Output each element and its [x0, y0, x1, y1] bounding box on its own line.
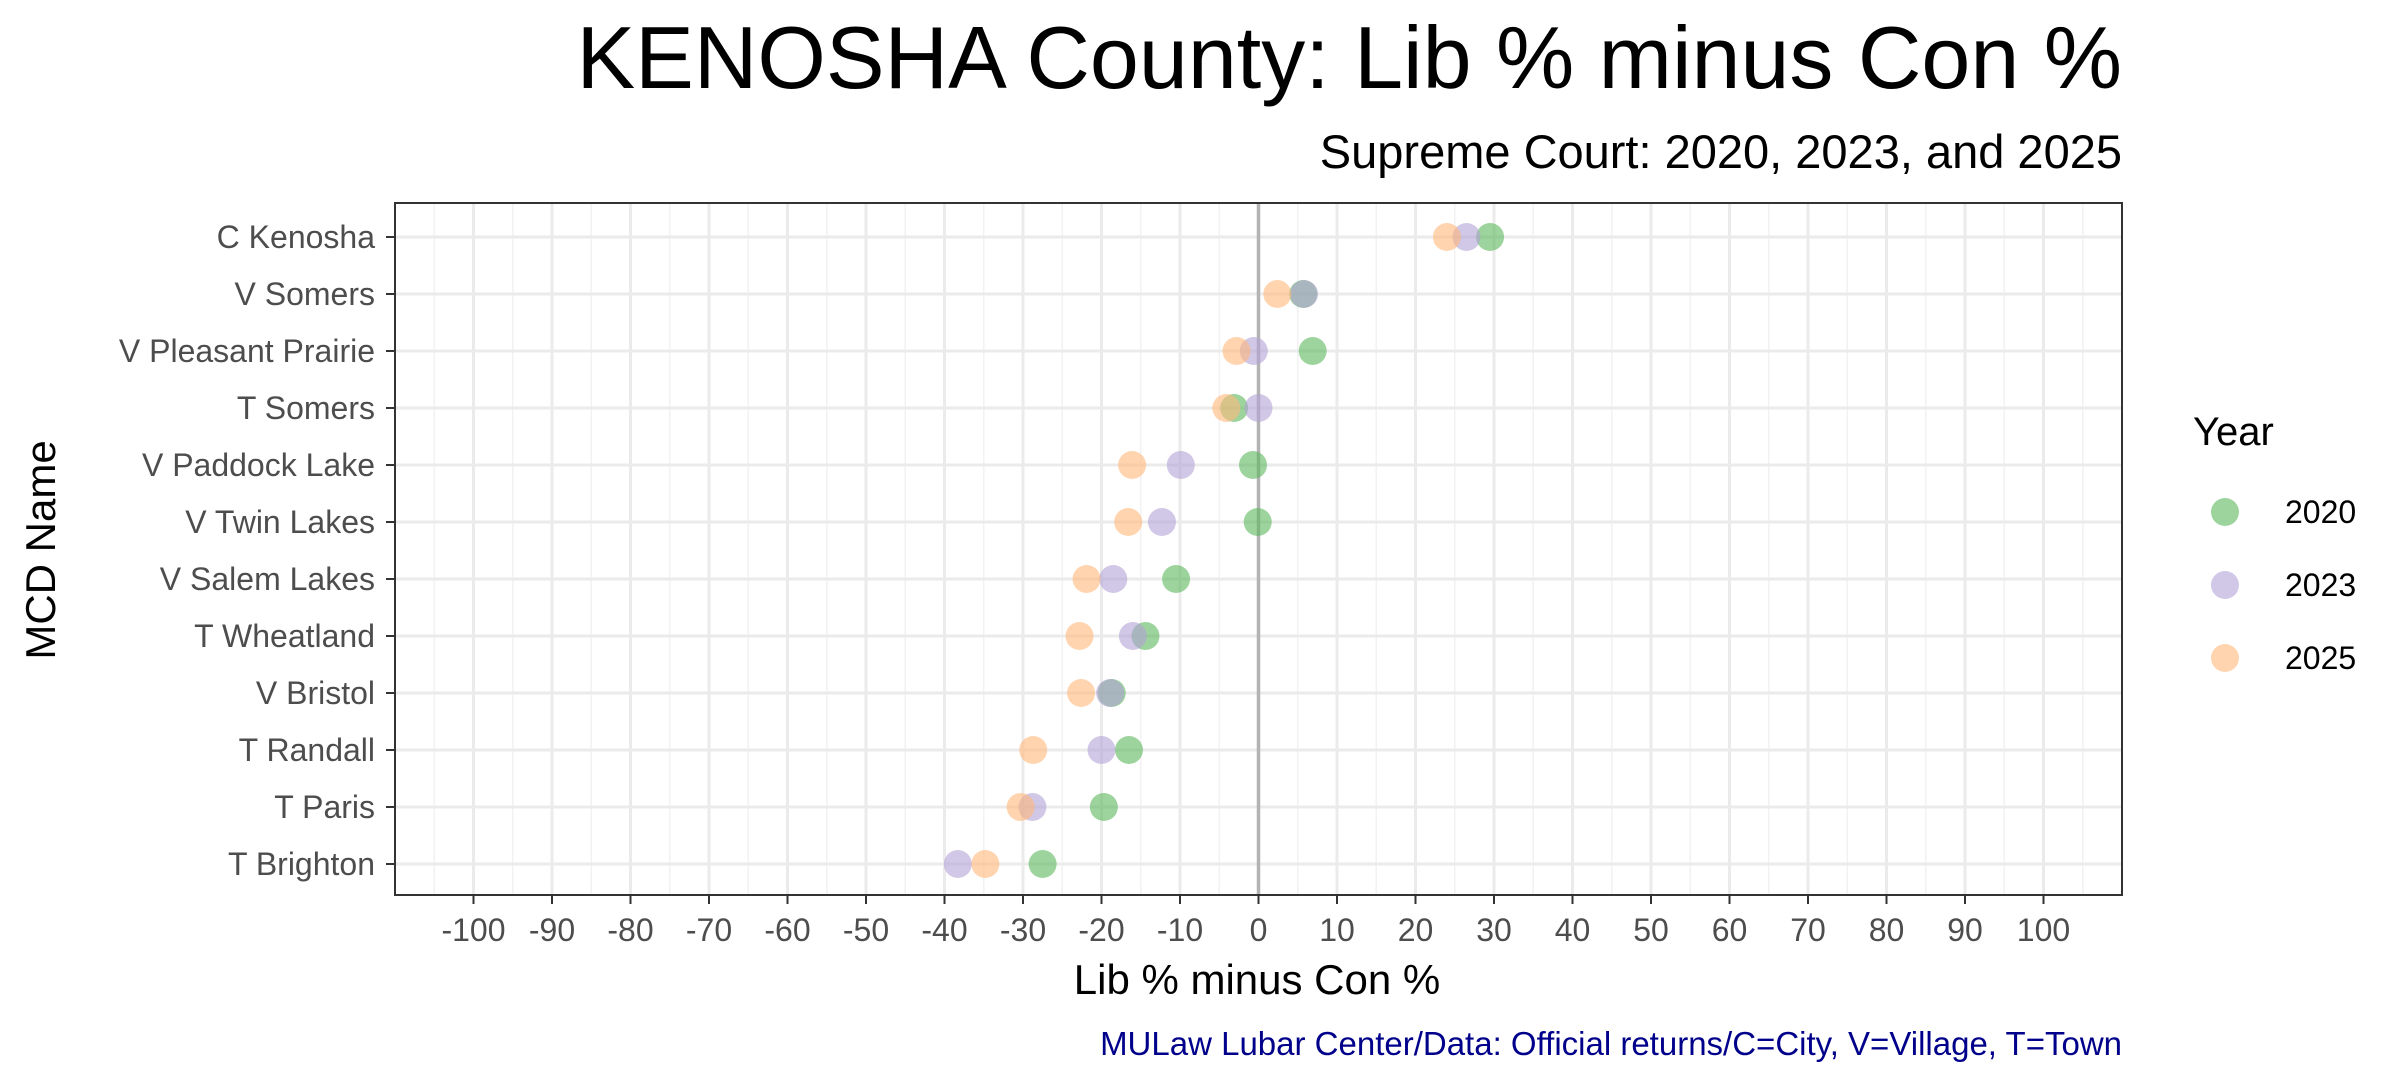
series-2025 [971, 223, 1461, 878]
data-point [1067, 679, 1096, 707]
data-point [1099, 565, 1128, 593]
x-tick-label: -60 [764, 912, 810, 948]
y-tick-label: T Brighton [228, 846, 375, 882]
plot-panel [395, 203, 2122, 895]
y-tick-label: T Randall [239, 732, 375, 768]
x-tick-label: 30 [1476, 912, 1512, 948]
y-tick-label: V Somers [235, 276, 375, 312]
data-point [943, 850, 972, 878]
x-axis-title: Lib % minus Con % [1074, 956, 1441, 1003]
data-point [1166, 451, 1195, 479]
data-point [1118, 622, 1147, 650]
legend-label: 2025 [2285, 640, 2356, 676]
x-tick-label: 20 [1398, 912, 1434, 948]
x-tick-label: 60 [1712, 912, 1748, 948]
data-point [1089, 793, 1118, 821]
data-point [1452, 223, 1481, 251]
data-point [1476, 223, 1505, 251]
y-tick-label: C Kenosha [217, 219, 376, 255]
y-tick-label: V Twin Lakes [185, 504, 375, 540]
x-tick-label: 10 [1319, 912, 1355, 948]
data-point [1072, 565, 1101, 593]
data-points [943, 223, 1505, 878]
x-tick-label: 80 [1869, 912, 1905, 948]
data-point [1118, 451, 1147, 479]
data-point [1222, 337, 1251, 365]
legend-title: Year [2193, 410, 2274, 454]
chart-subtitle: Supreme Court: 2020, 2023, and 2025 [1320, 125, 2122, 178]
x-tick-label: -70 [686, 912, 732, 948]
data-point [1147, 508, 1176, 536]
x-tick-label: -50 [843, 912, 889, 948]
x-tick-label: 70 [1790, 912, 1826, 948]
data-point [1263, 280, 1292, 308]
y-tick-label: T Paris [274, 789, 375, 825]
data-point [1114, 736, 1143, 764]
y-axis-title: MCD Name [17, 440, 64, 659]
y-axis: C Kenosha V Somers V Pleasant Prairie T Som… [119, 219, 395, 882]
data-point [1087, 736, 1116, 764]
data-point [1298, 337, 1327, 365]
x-tick-label: -90 [529, 912, 575, 948]
data-point [1006, 793, 1035, 821]
y-tick-label: V Bristol [256, 675, 375, 711]
legend-key [2211, 498, 2239, 526]
x-tick-label: 0 [1250, 912, 1268, 948]
chart-caption: MULaw Lubar Center/Data: Official return… [1100, 1025, 2122, 1062]
x-tick-label: 100 [2017, 912, 2070, 948]
x-tick-label: -40 [921, 912, 967, 948]
data-point [1432, 223, 1461, 251]
chart-title: KENOSHA County: Lib % minus Con % [576, 8, 2122, 107]
x-tick-label: -100 [441, 912, 505, 948]
x-tick-label: 90 [1947, 912, 1983, 948]
y-tick-label: T Somers [237, 390, 375, 426]
data-point [1019, 736, 1048, 764]
y-tick-label: V Paddock Lake [142, 447, 375, 483]
legend-items: 2020 2023 2025 [2211, 494, 2356, 676]
y-tick-label: V Salem Lakes [160, 561, 375, 597]
x-tick-label: 50 [1633, 912, 1669, 948]
panel-border [394, 202, 2123, 896]
legend-label: 2023 [2285, 567, 2356, 603]
data-point [971, 850, 1000, 878]
data-point [1162, 565, 1191, 593]
data-point [1243, 508, 1272, 536]
legend: Year 2020 2023 2025 [2193, 410, 2356, 676]
legend-key [2211, 571, 2239, 599]
data-point [1065, 622, 1094, 650]
x-axis: -100 -90 -80 -70 -60 -50 -40 -30 -20 -10 0 10 20 30 40… [441, 895, 2070, 948]
x-tick-label: 40 [1555, 912, 1591, 948]
y-tick-label: T Wheatland [194, 618, 375, 654]
data-point [1028, 850, 1057, 878]
legend-label: 2020 [2285, 494, 2356, 530]
data-point [1244, 394, 1273, 422]
data-point [1212, 394, 1241, 422]
data-point [1096, 679, 1125, 707]
data-point [1290, 280, 1319, 308]
y-tick-label: V Pleasant Prairie [119, 333, 375, 369]
legend-key [2211, 644, 2239, 672]
x-tick-label: -10 [1157, 912, 1203, 948]
data-point [1114, 508, 1143, 536]
x-tick-label: -80 [607, 912, 653, 948]
x-tick-label: -30 [1000, 912, 1046, 948]
x-tick-label: -20 [1078, 912, 1124, 948]
data-point [1239, 451, 1268, 479]
